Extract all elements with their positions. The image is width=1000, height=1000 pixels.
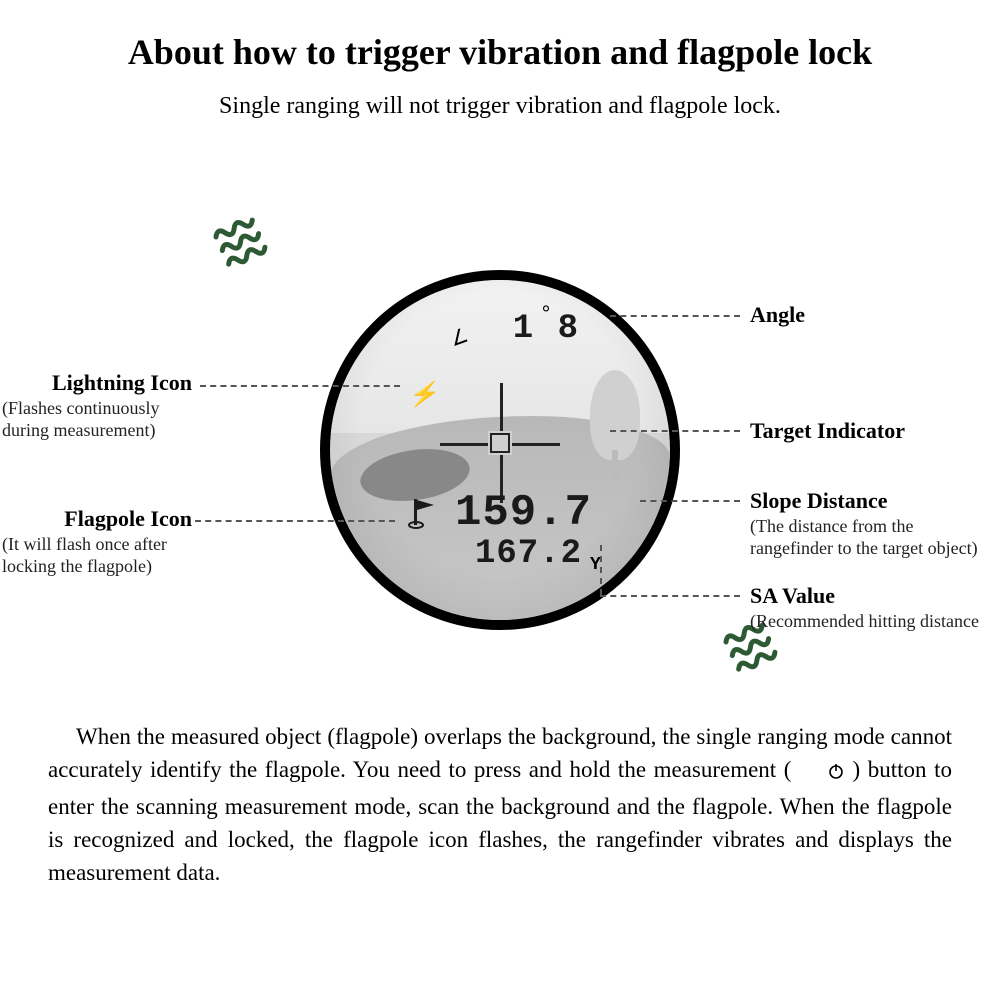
callout-label: SA Value [750, 583, 980, 609]
callout-lightning: Lightning Icon (Flashes continuously dur… [2, 370, 192, 441]
vibration-icon [205, 200, 285, 280]
leader-line [640, 500, 740, 502]
callout-flag: Flagpole Icon (It will flash once after … [2, 506, 192, 577]
callout-sa: SA Value (Recommended hitting distance [750, 583, 980, 633]
callout-note: (It will flash once after locking the fl… [2, 534, 192, 577]
callout-target: Target Indicator [750, 418, 905, 444]
diagram-area: ∠ ° 1 8 ⚡ 159.7 167.2 Y Angle Target Ind… [0, 200, 1000, 700]
callout-slope: Slope Distance (The distance from the ra… [750, 488, 980, 559]
angle-readout: 1 8 [513, 310, 580, 348]
callout-label: Angle [750, 302, 805, 328]
leader-line [610, 315, 740, 317]
instruction-paragraph: When the measured object (flagpole) over… [48, 720, 952, 890]
sa-value-readout: 167.2 [475, 535, 582, 573]
lightning-icon: ⚡ [407, 380, 442, 409]
leader-line [610, 430, 740, 432]
page-subtitle: Single ranging will not trigger vibratio… [0, 85, 1000, 120]
page-title: About how to trigger vibration and flagp… [0, 0, 1000, 85]
callout-label: Slope Distance [750, 488, 980, 514]
callout-note: (Recommended hitting distance [750, 611, 980, 633]
callout-label: Target Indicator [750, 418, 905, 444]
flagpole-icon [408, 495, 442, 529]
leader-line [200, 385, 400, 387]
callout-angle: Angle [750, 302, 805, 328]
leader-line [195, 520, 395, 522]
callout-label: Flagpole Icon [2, 506, 192, 532]
slope-distance-readout: 159.7 [455, 488, 592, 538]
crosshair-icon [440, 383, 560, 503]
leader-line [600, 545, 602, 595]
leader-line [600, 595, 740, 597]
rangefinder-viewfinder: ∠ ° 1 8 ⚡ 159.7 167.2 Y [320, 270, 680, 630]
callout-note: (The distance from the rangefinder to th… [750, 516, 980, 559]
callout-note: (Flashes continuously during measurement… [2, 398, 192, 441]
callout-label: Lightning Icon [2, 370, 192, 396]
power-icon [799, 756, 845, 789]
